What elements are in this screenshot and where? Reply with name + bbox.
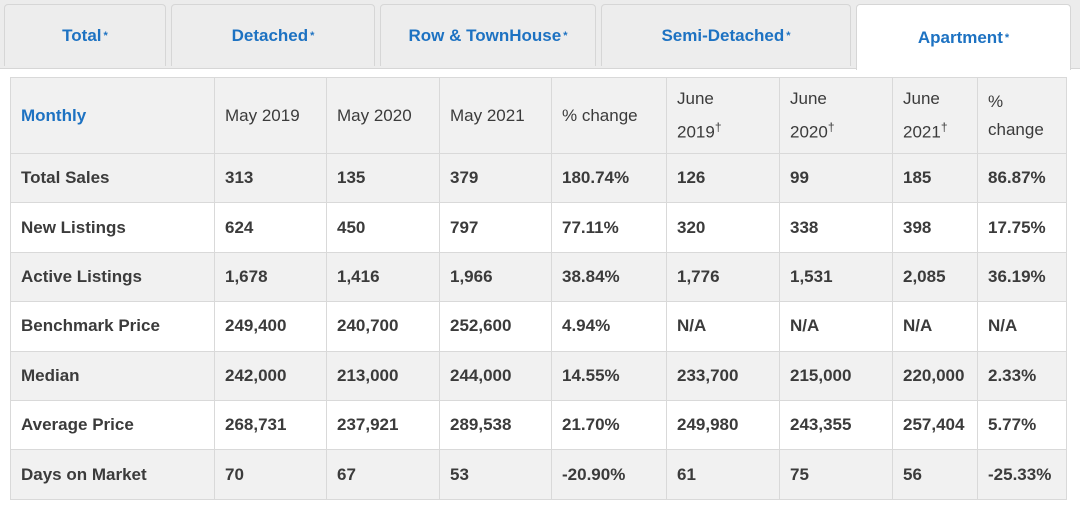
table-cell: 624 — [214, 202, 327, 253]
table-cell: 126 — [666, 152, 780, 204]
tab-detached[interactable]: Detached * — [171, 4, 375, 66]
table-cell: 1,776 — [666, 251, 780, 303]
column-header: June 2019† — [666, 77, 780, 154]
table-row: Active Listings 1,678 1,416 1,966 38.84%… — [10, 251, 1067, 303]
table-cell: 1,416 — [326, 251, 440, 303]
table-cell: 257,404 — [892, 399, 978, 451]
table-cell: N/A — [666, 301, 780, 352]
table-cell: 77.11% — [551, 202, 667, 253]
table-cell: 38.84% — [551, 251, 667, 303]
table-cell: 14.55% — [551, 350, 667, 401]
table-row: Benchmark Price 249,400 240,700 252,600 … — [10, 301, 1067, 352]
table-cell: 5.77% — [977, 399, 1067, 451]
table-cell: 21.70% — [551, 399, 667, 451]
table-cell: 4.94% — [551, 301, 667, 352]
table-cell: 185 — [892, 152, 978, 204]
table-cell: 56 — [892, 449, 978, 500]
table-cell: 17.75% — [977, 202, 1067, 253]
table-cell: 237,921 — [326, 399, 440, 451]
row-label: Average Price — [10, 399, 215, 451]
table-cell: 36.19% — [977, 251, 1067, 303]
table-cell: 70 — [214, 449, 327, 500]
table-cell: 244,000 — [439, 350, 552, 401]
column-header: % change — [551, 77, 667, 154]
tab-label: Semi-Detached — [661, 25, 785, 45]
table-cell: 233,700 — [666, 350, 780, 401]
tab-asterisk: * — [310, 29, 315, 42]
column-header: % change — [977, 77, 1067, 154]
row-label: Benchmark Price — [10, 301, 215, 352]
table-row: New Listings 624 450 797 77.11% 320 338 … — [10, 202, 1067, 253]
row-label: Median — [10, 350, 215, 401]
table-cell: 86.87% — [977, 152, 1067, 204]
table-cell: 67 — [326, 449, 440, 500]
market-stats-table: Monthly May 2019 May 2020 May 2021 % cha… — [10, 77, 1067, 500]
column-header: May 2019 — [214, 77, 327, 154]
tab-label: Apartment — [917, 27, 1003, 47]
table-cell: 252,600 — [439, 301, 552, 352]
table-cell: 240,700 — [326, 301, 440, 352]
table-cell: 797 — [439, 202, 552, 253]
table-cell: -20.90% — [551, 449, 667, 500]
table-cell: 379 — [439, 152, 552, 204]
row-label: Days on Market — [10, 449, 215, 500]
table-cell: 215,000 — [779, 350, 893, 401]
table-cell: 1,678 — [214, 251, 327, 303]
column-header: June 2021† — [892, 77, 978, 154]
table-cell: 61 — [666, 449, 780, 500]
table-cell: 220,000 — [892, 350, 978, 401]
table-cell: 135 — [326, 152, 440, 204]
row-label: New Listings — [10, 202, 215, 253]
table-row: Total Sales 313 135 379 180.74% 126 99 1… — [10, 152, 1067, 204]
table-cell: 53 — [439, 449, 552, 500]
table-header-row: Monthly May 2019 May 2020 May 2021 % cha… — [10, 77, 1067, 154]
tab-asterisk: * — [103, 29, 108, 42]
table-cell: 320 — [666, 202, 780, 253]
table-cell: 213,000 — [326, 350, 440, 401]
tab-asterisk: * — [1004, 31, 1010, 44]
table-cell: 2.33% — [977, 350, 1067, 401]
tab-semi-detached[interactable]: Semi-Detached * — [601, 4, 851, 66]
table-cell: N/A — [779, 301, 893, 352]
table-cell: 398 — [892, 202, 978, 253]
tab-row-townhouse[interactable]: Row & TownHouse * — [380, 4, 596, 66]
tab-total[interactable]: Total * — [4, 4, 166, 66]
table-cell: 338 — [779, 202, 893, 253]
tab-asterisk: * — [786, 29, 791, 42]
table-cell: 75 — [779, 449, 893, 500]
table-cell: 99 — [779, 152, 893, 204]
tab-asterisk: * — [563, 29, 568, 42]
tab-panel-apartment: Monthly May 2019 May 2020 May 2021 % cha… — [0, 68, 1080, 507]
column-header: May 2020 — [326, 77, 440, 154]
table-row: Days on Market 70 67 53 -20.90% 61 75 56… — [10, 449, 1067, 500]
table-row: Median 242,000 213,000 244,000 14.55% 23… — [10, 350, 1067, 401]
table-cell: 1,531 — [779, 251, 893, 303]
column-header: May 2021 — [439, 77, 552, 154]
row-label: Active Listings — [10, 251, 215, 303]
row-label: Total Sales — [10, 152, 215, 204]
table-cell: 242,000 — [214, 350, 327, 401]
table-cell: 450 — [326, 202, 440, 253]
column-header-monthly: Monthly — [10, 77, 215, 154]
table-cell: 2,085 — [892, 251, 978, 303]
table-cell: 289,538 — [439, 399, 552, 451]
table-cell: 180.74% — [551, 152, 667, 204]
tab-label: Row & TownHouse — [408, 25, 562, 45]
table-cell: 243,355 — [779, 399, 893, 451]
column-header: June 2020† — [779, 77, 893, 154]
table-cell: 249,980 — [666, 399, 780, 451]
property-type-tabs: Total * Detached * Row & TownHouse * Semi-D… — [0, 0, 1080, 70]
tab-apartment[interactable]: Apartment * — [856, 4, 1071, 70]
table-cell: 1,966 — [439, 251, 552, 303]
table-cell: -25.33% — [977, 449, 1067, 500]
table-row: Average Price 268,731 237,921 289,538 21… — [10, 399, 1067, 451]
table-cell: N/A — [977, 301, 1067, 352]
table-cell: 268,731 — [214, 399, 327, 451]
tab-label: Detached — [231, 25, 309, 45]
table-cell: 249,400 — [214, 301, 327, 352]
table-cell: N/A — [892, 301, 978, 352]
tab-label: Total — [62, 25, 102, 45]
table-cell: 313 — [214, 152, 327, 204]
